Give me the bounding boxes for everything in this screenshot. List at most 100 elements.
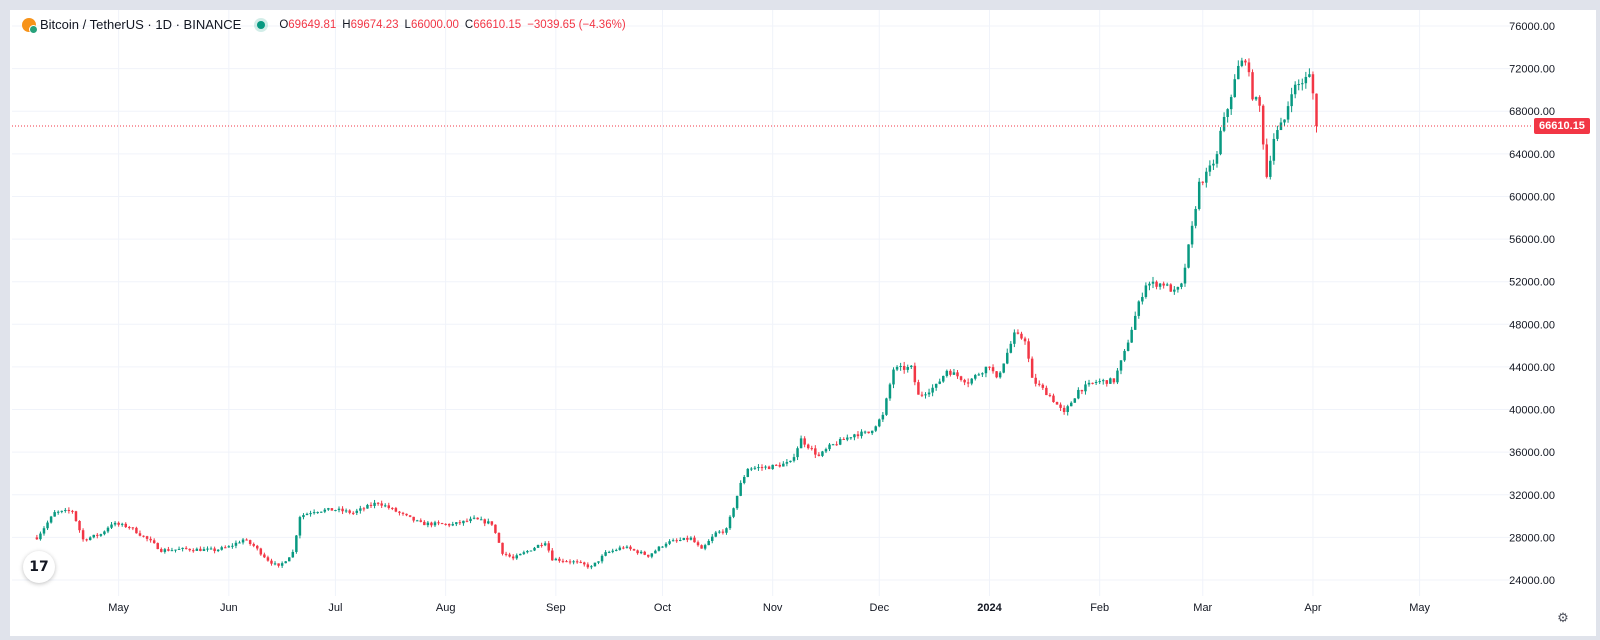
candle-body [785,462,789,464]
symbol-title[interactable]: Bitcoin / TetherUS · 1D · BINANCE [40,17,242,32]
candle-body [522,552,526,554]
candle-body [487,521,490,524]
candle-body [319,511,323,513]
candle-body [1052,395,1055,403]
candle-body [632,549,636,551]
candle-body [117,522,120,525]
candle-body [725,528,728,533]
candle-body [177,548,181,550]
candle-body [248,540,252,544]
candle-body [1286,106,1290,120]
candle-body [881,414,885,420]
tradingview-logo-icon[interactable]: 17 [23,551,55,583]
candle-body [1251,72,1254,100]
candle-body [1269,160,1272,177]
y-tick-label: 76000.00 [1509,21,1555,33]
candle-body [679,540,682,542]
candle-body [959,376,963,380]
candle-body [1034,377,1037,384]
candle-body [547,543,550,551]
candle-body [1116,370,1119,383]
x-tick-label: Sep [546,602,566,614]
candle-body [362,508,366,510]
close-label: C [464,18,474,31]
candle-body [565,561,568,563]
candle-body [810,448,814,450]
candle-body [238,542,241,544]
candle-body [1165,284,1169,286]
candle-body [892,369,895,385]
candle-body [700,545,703,549]
x-tick-label: Apr [1304,602,1321,614]
candle-body [156,543,159,550]
candle-body [120,523,124,525]
candle-body [1308,74,1311,77]
low-value: 66000.00 [410,18,459,31]
candle-body [970,378,973,384]
candle-body [1215,154,1219,164]
candle-body [874,426,877,431]
candle-body [430,522,433,526]
candle-body [870,430,874,434]
candle-body [579,561,582,563]
candle-body [917,382,920,395]
candle-body [1126,342,1130,351]
candle-body [615,549,618,551]
candle-body [1254,97,1258,100]
candle-body [99,534,103,536]
candle-body [735,495,739,509]
candle-body [607,551,611,553]
candle-body [96,534,99,536]
y-tick-label: 32000.00 [1509,490,1555,502]
candle-body [1048,395,1052,397]
candle-body [138,533,142,536]
candle-body [1183,267,1187,284]
candle-body [1197,181,1201,209]
ohlc-values: O69649.81 H69674.23 L66000.00 C66610.15 −303… [279,19,625,31]
candle-body [995,371,998,378]
candle-body [1301,83,1304,85]
candle-body [686,537,689,540]
candle-body [732,508,735,517]
candle-body [1087,382,1091,385]
candle-body [554,558,558,561]
candle-body [1244,60,1247,63]
candle-body [1237,65,1240,80]
x-tick-label: Oct [654,602,671,614]
candle-body [938,381,941,384]
candle-body [330,508,334,511]
settings-gear-icon[interactable]: ⚙ [1557,611,1569,626]
candle-body [405,513,408,516]
candle-body [202,549,206,551]
x-tick-label: Aug [436,602,456,614]
candle-body [551,550,554,561]
candle-body [1162,283,1165,286]
y-tick-label: 72000.00 [1509,64,1555,76]
candle-body [1141,296,1144,302]
candle-body [949,370,952,375]
candle-body [764,466,767,468]
candle-body [1020,333,1023,339]
candle-body [224,547,227,549]
candle-body [639,551,643,554]
candle-body [455,522,458,525]
y-axis[interactable]: 24000.00 28000.00 32000.00 36000.00 40000.00… [1509,21,1555,587]
x-axis[interactable]: May Jun Jul Aug Sep Oct Nov Dec 2024 Feb Mar Apr May [108,602,1430,614]
candle-body [458,522,462,524]
candle-body [511,556,515,559]
candle-body [650,553,654,557]
y-tick-label: 24000.00 [1509,575,1555,587]
candle-body [472,517,476,519]
candle-body [774,464,778,466]
candle-body [39,533,42,540]
candle-body [952,372,956,375]
candle-body [750,468,753,470]
market-open-icon[interactable] [257,20,266,29]
candle-body [71,510,74,512]
candle-body [885,398,888,415]
candle-body [35,537,39,540]
candle-body [1045,387,1048,396]
candle-body [789,460,792,463]
